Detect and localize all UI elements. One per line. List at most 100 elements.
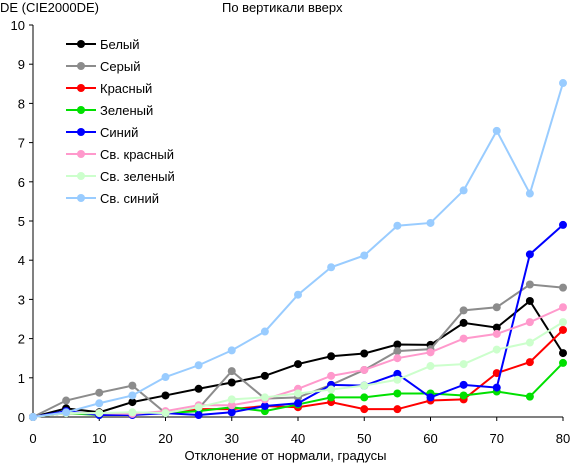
- y-tick-label: 0: [18, 410, 25, 425]
- data-point: [525, 338, 534, 347]
- x-tick-label: 0: [29, 431, 36, 446]
- legend-entry: Св. красный: [66, 147, 174, 162]
- legend-swatch-marker: [77, 62, 85, 70]
- series-6: [29, 303, 567, 421]
- y-tick-label: 7: [18, 136, 25, 151]
- y-tick-label: 6: [18, 175, 25, 190]
- data-point: [327, 385, 336, 394]
- y-tick-label: 1: [18, 371, 25, 386]
- chart-axes: 0 1 2 3 4 5 6 7 8 9 10 0 10 20 30 40 50 60 70 80: [11, 18, 571, 446]
- x-tick-label: 70: [490, 431, 504, 446]
- legend-label: Серый: [100, 59, 140, 74]
- data-point: [360, 251, 369, 260]
- legend-entry: Красный: [66, 81, 152, 96]
- data-point: [393, 389, 402, 398]
- legend-label: Св. зеленый: [100, 169, 175, 184]
- legend-entry: Белый: [66, 37, 140, 52]
- data-point: [327, 371, 336, 380]
- data-point: [492, 383, 501, 392]
- legend-entry: Серый: [66, 59, 140, 74]
- data-point: [426, 362, 435, 371]
- legend-swatch-marker: [77, 172, 85, 180]
- series-8: [29, 79, 567, 421]
- data-point: [525, 250, 534, 259]
- y-tick-label: 8: [18, 96, 25, 111]
- data-point: [393, 340, 402, 349]
- data-point: [459, 318, 468, 327]
- legend-swatch-marker: [77, 106, 85, 114]
- x-tick-label: 40: [291, 431, 305, 446]
- data-point: [492, 126, 501, 135]
- data-point: [492, 303, 501, 312]
- legend-label: Зеленый: [100, 103, 153, 118]
- data-point: [327, 393, 336, 402]
- data-point: [459, 186, 468, 195]
- data-point: [194, 411, 203, 420]
- legend-label: Красный: [100, 81, 152, 96]
- legend-entry: Св. синий: [66, 191, 159, 206]
- data-point: [393, 369, 402, 378]
- y-axis-label: DE (CIE2000DE): [0, 0, 99, 15]
- data-point: [227, 378, 236, 387]
- legend-label: Св. красный: [100, 147, 174, 162]
- data-point: [128, 381, 137, 390]
- data-point: [559, 318, 567, 327]
- data-point: [62, 408, 71, 417]
- data-point: [459, 306, 468, 315]
- x-tick-label: 20: [158, 431, 172, 446]
- legend-swatch-marker: [77, 194, 85, 202]
- data-point: [559, 325, 567, 334]
- data-point: [29, 413, 37, 421]
- data-point: [95, 399, 104, 408]
- y-tick-label: 10: [11, 18, 25, 33]
- data-point: [194, 403, 203, 412]
- data-point: [360, 349, 369, 358]
- data-point: [492, 345, 501, 354]
- data-point: [327, 263, 336, 272]
- data-point: [260, 371, 269, 380]
- data-point: [393, 347, 402, 356]
- y-tick-label: 2: [18, 332, 25, 347]
- legend-entry: Зеленый: [66, 103, 153, 118]
- data-point: [194, 361, 203, 370]
- data-point: [426, 218, 435, 227]
- data-point: [393, 354, 402, 363]
- data-point: [128, 398, 137, 407]
- y-tick-label: 5: [18, 214, 25, 229]
- legend-swatch-marker: [77, 128, 85, 136]
- data-point: [360, 393, 369, 402]
- data-point: [559, 358, 567, 367]
- data-point: [525, 280, 534, 289]
- data-point: [161, 409, 170, 418]
- data-point: [492, 323, 501, 332]
- data-point: [559, 220, 567, 229]
- data-point: [161, 391, 170, 400]
- data-point: [525, 296, 534, 305]
- data-point: [459, 380, 468, 389]
- data-point: [360, 405, 369, 414]
- data-point: [393, 221, 402, 230]
- data-point: [559, 79, 567, 88]
- y-tick-label: 4: [18, 253, 25, 268]
- x-tick-label: 50: [357, 431, 371, 446]
- data-point: [559, 303, 567, 312]
- x-tick-label: 60: [423, 431, 437, 446]
- data-point: [492, 369, 501, 378]
- legend-entry: Синий: [66, 125, 138, 140]
- data-point: [459, 391, 468, 400]
- data-point: [459, 360, 468, 369]
- data-point: [393, 405, 402, 414]
- data-point: [128, 391, 137, 400]
- data-point: [95, 388, 104, 397]
- data-point: [194, 384, 203, 393]
- data-point: [227, 408, 236, 417]
- data-point: [128, 408, 137, 417]
- data-point: [426, 393, 435, 402]
- chart-legend: Белый Серый Красный Зеленый Синий Св. красный…: [66, 37, 175, 206]
- series-layer: [29, 79, 567, 421]
- data-point: [327, 352, 336, 361]
- data-point: [227, 367, 236, 376]
- data-point: [227, 346, 236, 355]
- x-axis-label: Отклонение от нормали, градусы: [184, 448, 387, 463]
